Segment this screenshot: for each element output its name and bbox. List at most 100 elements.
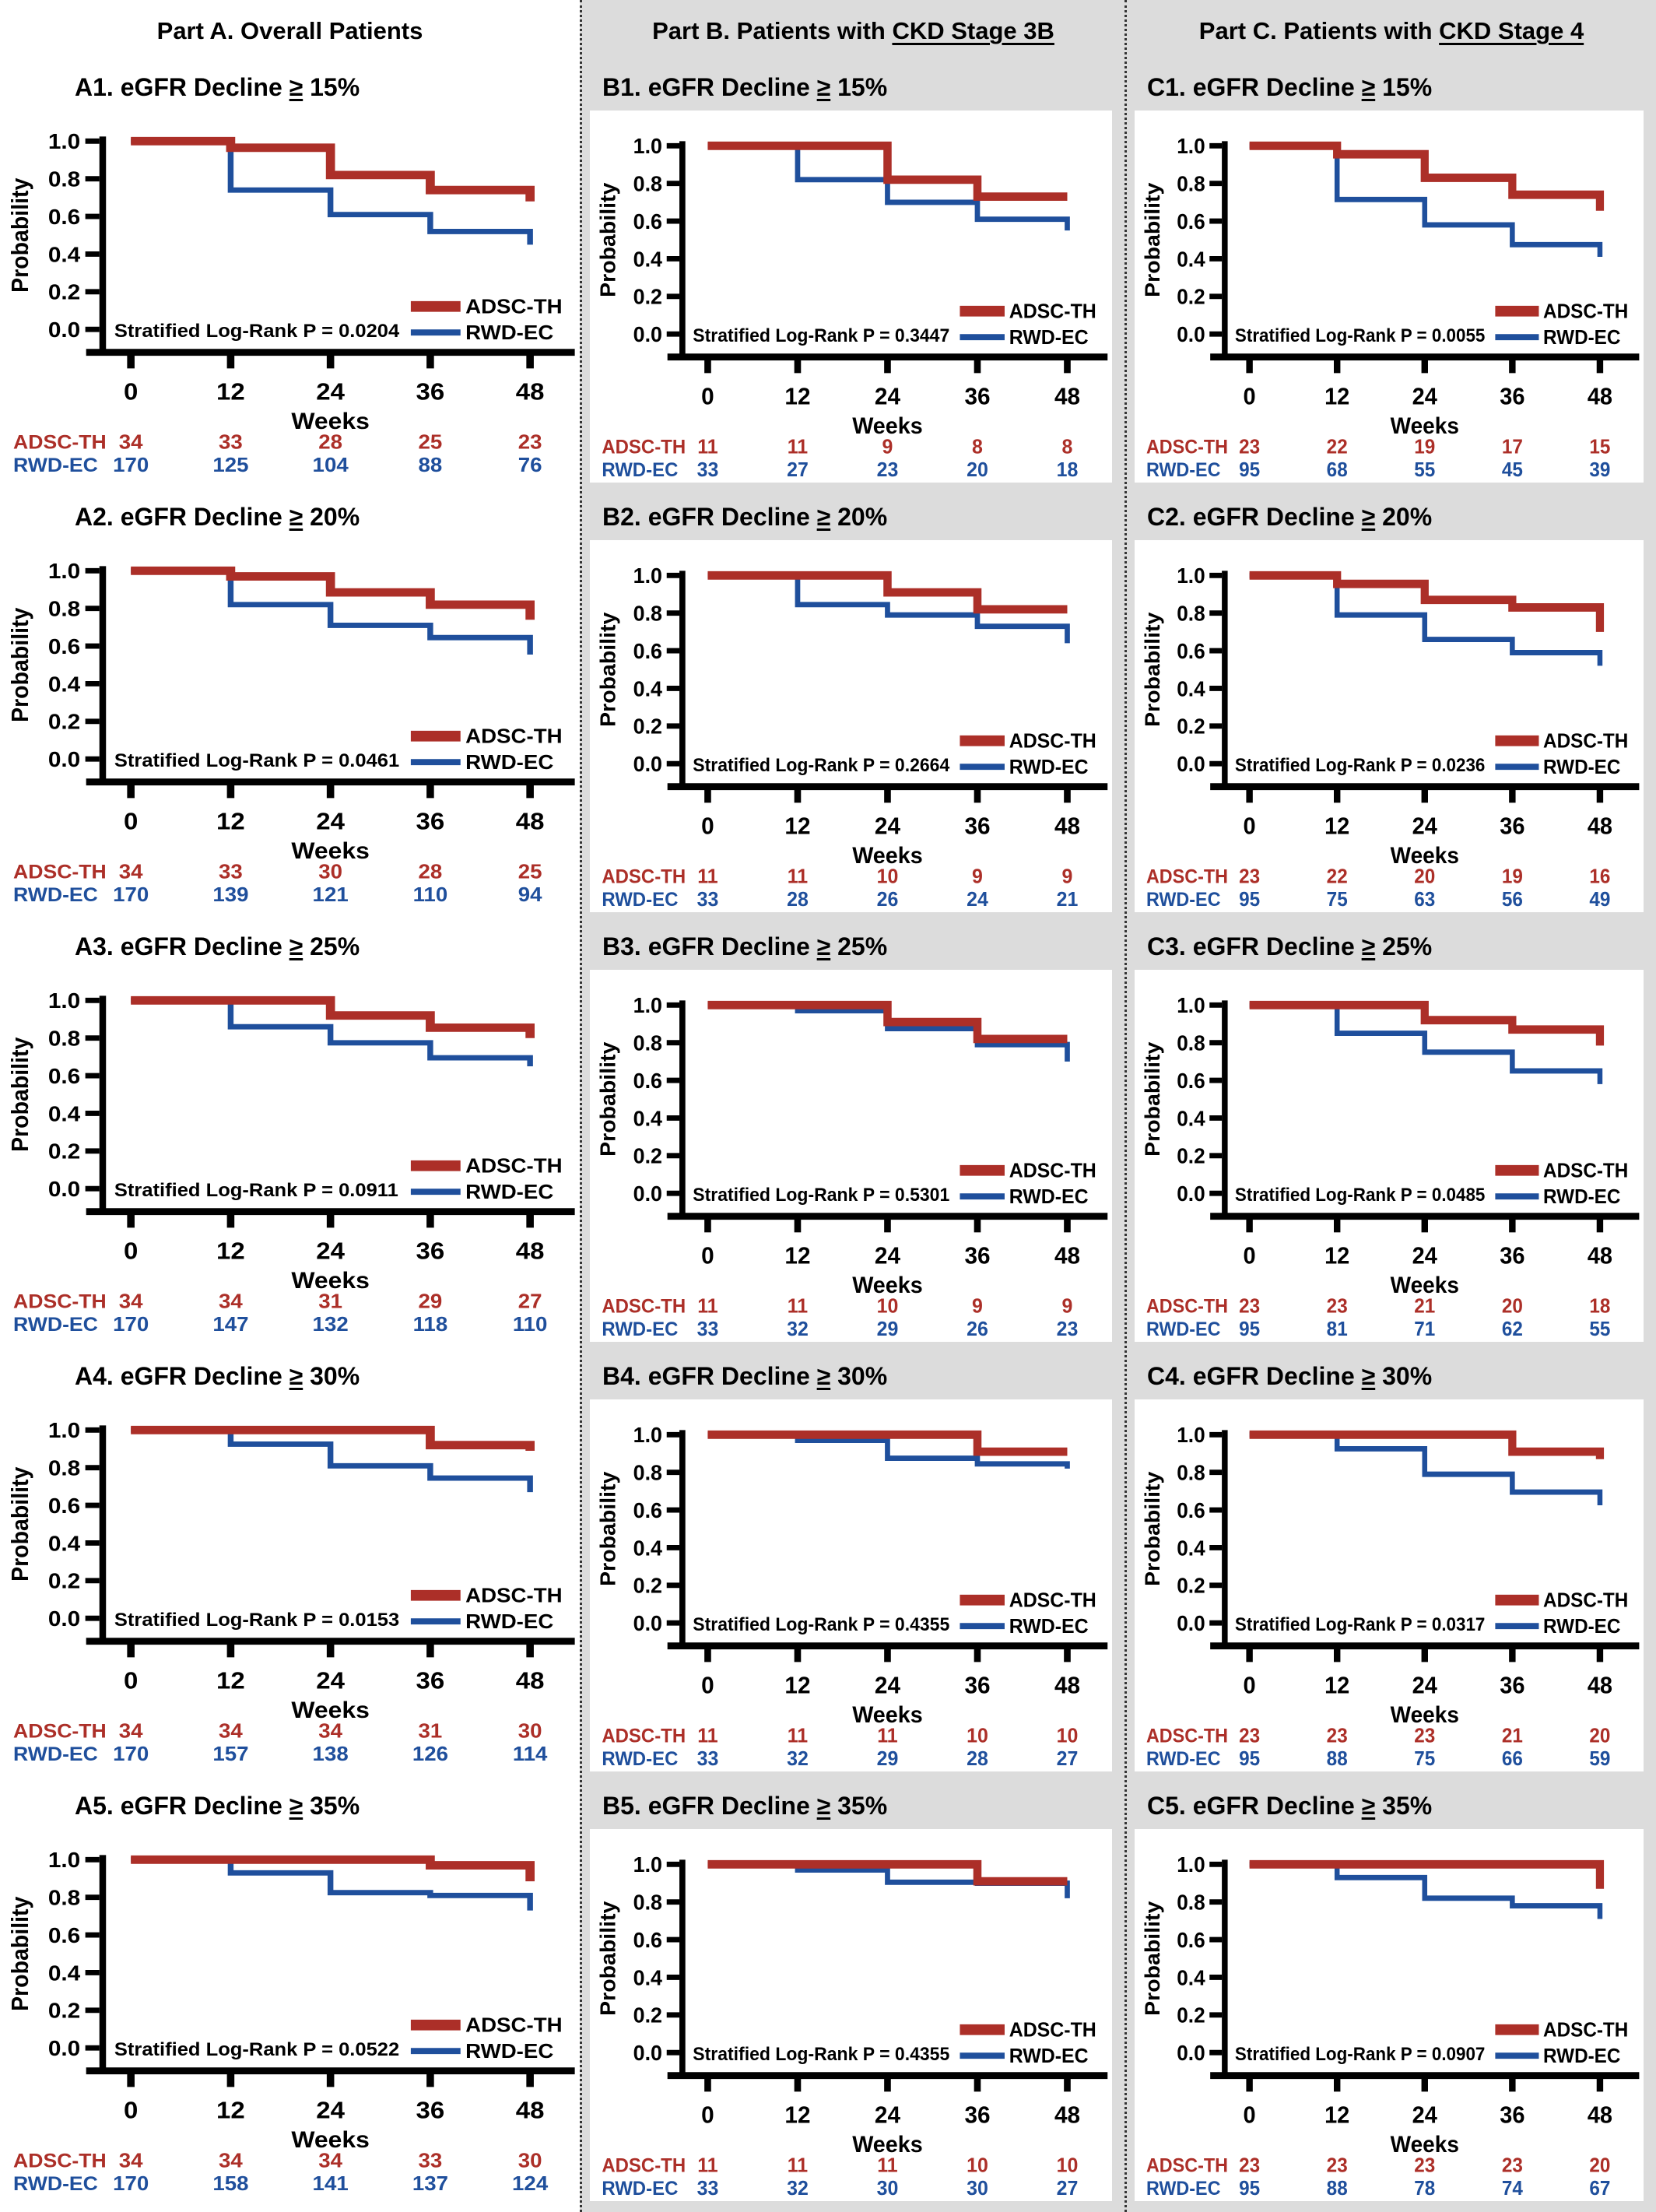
- risk-count: 11: [697, 1295, 717, 1317]
- risk-row-label-RWD-EC: RWD-EC: [13, 885, 98, 906]
- risk-count: 34: [318, 1720, 342, 1743]
- x-tick-label: 12: [1324, 2102, 1349, 2129]
- legend-label-rwd-ec: RWD-EC: [1543, 1185, 1620, 1208]
- risk-count: 23: [1327, 1295, 1348, 1318]
- risk-count: 104: [313, 454, 349, 476]
- x-tick-label: 24: [316, 378, 345, 406]
- y-tick-label: 1.0: [633, 993, 662, 1017]
- y-tick-label: 1.0: [633, 134, 662, 158]
- risk-count: 68: [1327, 459, 1348, 481]
- y-tick-label: 0.6: [1177, 209, 1205, 233]
- panel-title-A4: A4. eGFR Decline ≥ 30%: [75, 1362, 360, 1390]
- p-value-label: Stratified Log-Rank P = 0.0911: [114, 1181, 398, 1201]
- x-tick-label: 48: [1588, 813, 1612, 840]
- x-axis-label: Weeks: [291, 1267, 370, 1294]
- risk-count: 32: [787, 2178, 809, 2200]
- y-tick-label: 0.2: [1177, 285, 1205, 309]
- ge-symbol: ≥: [816, 73, 831, 101]
- p-value-label: Stratified Log-Rank P = 0.2664: [693, 755, 949, 775]
- risk-count: 9: [882, 436, 893, 458]
- x-tick-label: 0: [124, 378, 138, 406]
- x-tick-label: 0: [124, 1238, 138, 1265]
- x-tick-label: 12: [1324, 384, 1349, 410]
- risk-row-label-ADSC-TH: ADSC-TH: [602, 1726, 686, 1747]
- panel-title-B2: B2. eGFR Decline ≥ 20%: [602, 503, 888, 531]
- risk-count: 88: [1327, 1748, 1348, 1770]
- y-tick-label: 0.4: [1177, 1536, 1205, 1561]
- risk-count: 139: [212, 883, 248, 906]
- y-tick-label: 1.0: [1177, 994, 1205, 1018]
- risk-count: 170: [113, 883, 149, 906]
- risk-count: 59: [1589, 1748, 1610, 1770]
- column-header-b-prefix: Part B. Patients with: [652, 17, 893, 44]
- adsc-th-curve: [131, 995, 535, 1038]
- y-tick-label: 0.8: [48, 1457, 80, 1481]
- risk-count: 95: [1239, 1748, 1260, 1770]
- y-axis-label: Probability: [1140, 612, 1163, 727]
- y-tick-label: 0.2: [48, 1140, 80, 1164]
- panel-title-B4: B4. eGFR Decline ≥ 30%: [602, 1362, 888, 1390]
- legend-label-rwd-ec: RWD-EC: [465, 751, 553, 774]
- y-tick-label: 0.4: [48, 1102, 80, 1126]
- x-axis-label: Weeks: [291, 408, 370, 434]
- legend-label-adsc-th: ADSC-TH: [1543, 1160, 1628, 1182]
- y-tick-label: 1.0: [633, 1852, 662, 1877]
- risk-count: 39: [1589, 459, 1610, 481]
- y-axis-label: Probability: [7, 607, 33, 722]
- y-tick-label: 0.0: [1177, 1181, 1205, 1206]
- ge-symbol: ≥: [1361, 1792, 1376, 1820]
- km-plot-B1: 1.0 0.8 0.6 0.4 0.2 0.0 0 12 24 36 48 Weeks Probabil…: [596, 134, 1108, 481]
- panel-title-B1: B1. eGFR Decline ≥ 15%: [602, 73, 888, 101]
- risk-row-label-RWD-EC: RWD-EC: [13, 455, 98, 476]
- y-tick-label: 0.4: [1177, 1107, 1205, 1131]
- risk-count: 15: [1589, 436, 1610, 458]
- y-tick-label: 0.4: [633, 676, 662, 700]
- risk-count: 138: [313, 1743, 349, 1765]
- y-tick-label: 0.8: [633, 1460, 662, 1484]
- y-tick-label: 0.8: [48, 1887, 80, 1911]
- risk-count: 33: [697, 1318, 719, 1340]
- x-tick-label: 12: [784, 1673, 810, 1698]
- p-value-label: Stratified Log-Rank P = 0.0055: [1235, 325, 1486, 346]
- y-tick-label: 0.2: [48, 2000, 80, 2024]
- column-header-c-underlined: CKD Stage 4: [1439, 17, 1584, 44]
- rwd-ec-curve: [1249, 142, 1603, 258]
- risk-count: 29: [877, 1748, 899, 1770]
- y-tick-label: 0.0: [633, 322, 662, 346]
- x-tick-label: 36: [964, 2102, 990, 2128]
- x-axis-label: Weeks: [852, 1703, 923, 1728]
- risk-row-label-ADSC-TH: ADSC-TH: [13, 432, 107, 453]
- risk-count: 78: [1414, 2178, 1435, 2200]
- risk-row-label-RWD-EC: RWD-EC: [1146, 2179, 1221, 2200]
- risk-count: 10: [877, 1295, 899, 1317]
- legend-label-adsc-th: ADSC-TH: [465, 2014, 562, 2037]
- panel-title-C2: C2. eGFR Decline ≥ 20%: [1147, 503, 1433, 531]
- x-tick-label: 48: [516, 808, 545, 835]
- column-header-c-label: Part C. Patients with CKD Stage 4: [1199, 17, 1584, 45]
- km-plot-B5: 1.0 0.8 0.6 0.4 0.2 0.0 0 12 24 36 48 Weeks Probabil…: [596, 1852, 1108, 2200]
- risk-count: 94: [518, 883, 542, 906]
- rwd-ec-curve: [131, 1856, 533, 1911]
- y-tick-label: 0.2: [633, 1573, 662, 1597]
- legend-label-rwd-ec: RWD-EC: [1543, 1615, 1620, 1638]
- risk-row-label-ADSC-TH: ADSC-TH: [602, 437, 686, 458]
- km-cell-B2: B2. eGFR Decline ≥ 20% 1.0 0.8 0.6 0.4 0.2 0.0…: [582, 492, 1124, 922]
- risk-row-label-ADSC-TH: ADSC-TH: [13, 1291, 107, 1312]
- risk-count: 170: [113, 1313, 149, 1336]
- km-plot-B2: 1.0 0.8 0.6 0.4 0.2 0.0 0 12 24 36 48 Weeks Probabil…: [596, 564, 1108, 911]
- y-axis-label: Probability: [596, 1901, 620, 2016]
- ge-symbol: ≥: [816, 932, 831, 960]
- risk-count: 34: [219, 2150, 243, 2172]
- risk-count: 23: [877, 459, 899, 481]
- y-tick-label: 0.2: [1177, 2003, 1205, 2028]
- x-tick-label: 0: [1244, 1673, 1256, 1699]
- legend-label-rwd-ec: RWD-EC: [1009, 757, 1089, 778]
- ge-symbol: ≥: [1361, 932, 1376, 960]
- y-tick-label: 0.2: [633, 714, 662, 738]
- legend-label-adsc-th: ADSC-TH: [1543, 730, 1628, 753]
- y-tick-label: 0.6: [633, 639, 662, 663]
- x-tick-label: 12: [216, 378, 245, 406]
- adsc-th-curve: [131, 1855, 535, 1882]
- risk-count: 9: [972, 865, 983, 887]
- rwd-ec-curve: [1249, 1431, 1603, 1506]
